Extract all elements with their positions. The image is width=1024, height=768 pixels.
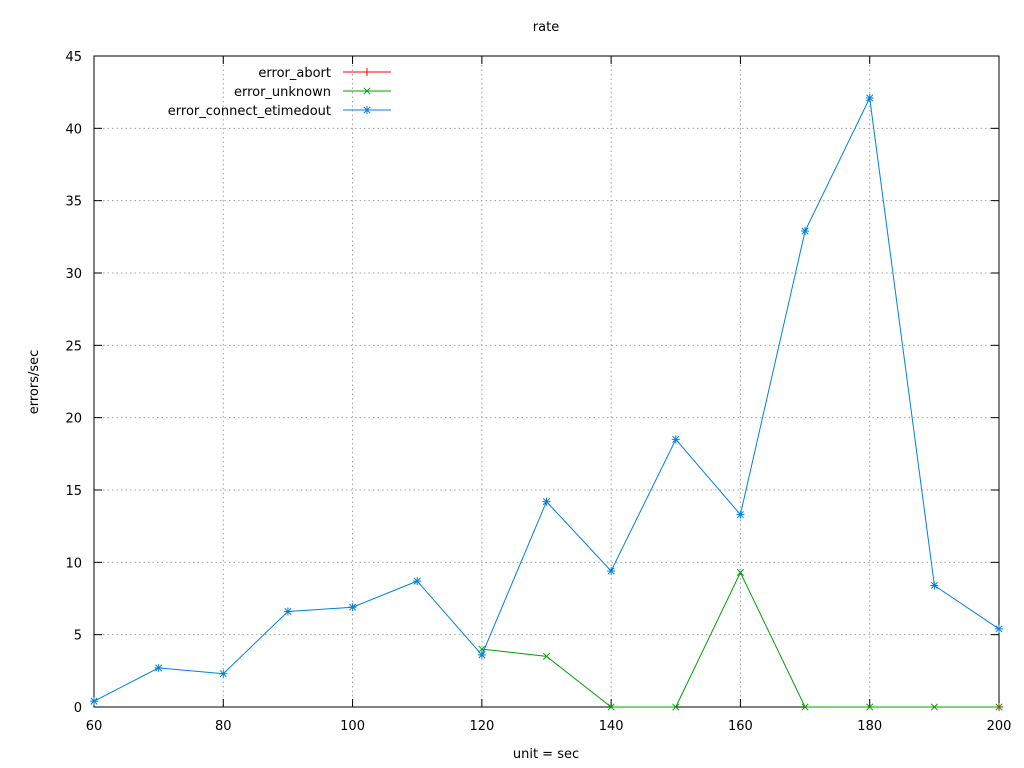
- data-point-error-unknown: [930, 703, 938, 711]
- series-error-unknown: [478, 568, 1003, 711]
- data-point-error-connect-etimedout: [736, 510, 745, 519]
- y-tick-label: 5: [74, 629, 82, 644]
- data-point-error-connect-etimedout: [995, 624, 1003, 633]
- x-tick-label: 80: [215, 719, 232, 734]
- data-point-error-unknown: [736, 568, 744, 577]
- data-point-error-connect-etimedout: [283, 607, 292, 616]
- data-point-error-connect-etimedout: [930, 581, 939, 590]
- data-point-error-unknown: [995, 703, 1003, 711]
- legend-marker-error-connect-etimedout: [363, 106, 371, 114]
- data-point-error-connect-etimedout: [542, 497, 551, 506]
- data-point-error-connect-etimedout: [219, 669, 228, 678]
- axis-ticks: 60 80 100 120 140 160 180 200 0 5 10 15 20 25 30 35 40 45: [65, 50, 1011, 734]
- data-point-error-connect-etimedout: [801, 227, 810, 236]
- data-point-error-unknown: [542, 652, 551, 660]
- data-point-error-connect-etimedout: [671, 435, 680, 444]
- data-point-error-connect-etimedout: [477, 650, 486, 659]
- x-tick-label: 100: [340, 719, 365, 734]
- data-point-error-unknown: [478, 645, 486, 653]
- data-point-error-unknown: [672, 703, 680, 711]
- data-point-error-connect-etimedout: [348, 603, 357, 612]
- y-tick-label: 10: [65, 556, 82, 571]
- x-axis-label: unit = sec: [513, 747, 579, 762]
- series-line-error-connect-etimedout: [93, 96, 1000, 702]
- legend-label-error-connect-etimedout: error_connect_etimedout: [168, 104, 331, 119]
- data-point-error-connect-etimedout: [90, 697, 98, 706]
- chart-title: rate: [533, 20, 559, 35]
- legend-marker-error-abort: [363, 68, 371, 76]
- y-tick-label: 15: [65, 484, 82, 499]
- data-point-error-connect-etimedout: [413, 577, 422, 586]
- y-tick-label: 35: [65, 195, 82, 210]
- y-tick-label: 45: [65, 50, 82, 65]
- x-tick-label: 160: [728, 719, 753, 734]
- data-point-error-connect-etimedout: [865, 93, 874, 102]
- y-tick-label: 30: [65, 267, 82, 282]
- x-tick-label: 60: [86, 719, 103, 734]
- legend-label-error-unknown: error_unknown: [234, 85, 331, 100]
- plot-frame: [93, 55, 1000, 708]
- grid: [94, 56, 999, 707]
- x-tick-label: 180: [857, 719, 882, 734]
- legend: error_abort error_unknown error_connect_et…: [168, 66, 391, 119]
- x-tick-label: 200: [987, 719, 1012, 734]
- y-tick-label: 25: [65, 339, 82, 354]
- y-tick-label: 0: [74, 701, 82, 716]
- x-tick-label: 140: [599, 719, 624, 734]
- y-tick-label: 40: [65, 122, 82, 137]
- data-point-error-unknown: [607, 703, 615, 711]
- y-tick-label: 20: [65, 412, 82, 427]
- legend-marker-error-unknown: [363, 87, 371, 95]
- data-point-error-connect-etimedout: [154, 663, 163, 672]
- x-tick-label: 120: [469, 719, 494, 734]
- y-axis-label: errors/sec: [27, 350, 42, 415]
- data-point-error-connect-etimedout: [607, 567, 616, 576]
- series: [90, 93, 1003, 711]
- legend-label-error-abort: error_abort: [258, 66, 331, 81]
- data-point-error-unknown: [801, 703, 809, 711]
- data-point-error-unknown: [866, 703, 874, 711]
- series-error-connect-etimedout: [90, 93, 1003, 706]
